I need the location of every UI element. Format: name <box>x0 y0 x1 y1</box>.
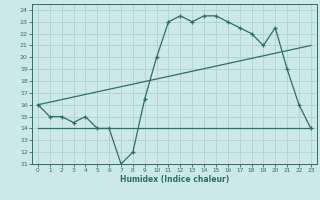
X-axis label: Humidex (Indice chaleur): Humidex (Indice chaleur) <box>120 175 229 184</box>
